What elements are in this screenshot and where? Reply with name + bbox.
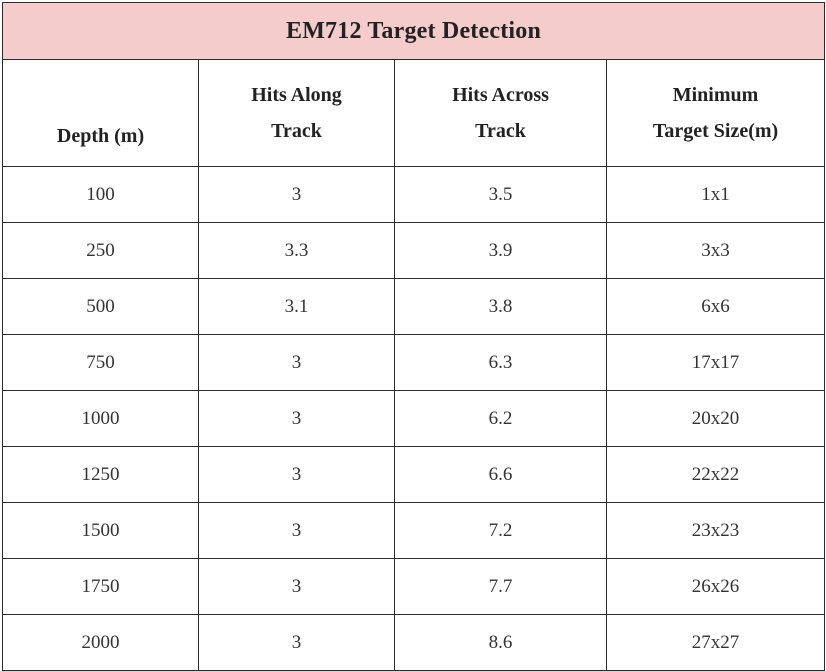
- cell-hits-across: 7.2: [394, 502, 607, 559]
- cell-hits-across: 3.8: [394, 278, 607, 335]
- cell-hits-across: 6.3: [394, 334, 607, 391]
- header-hits-across-line-1: Hits Across: [452, 84, 549, 106]
- cell-hits-across: 6.6: [394, 446, 607, 503]
- table-row: 1000 3 6.2 20x20: [2, 390, 826, 447]
- table-row: 1500 3 7.2 23x23: [2, 502, 826, 559]
- table-row: 1750 3 7.7 26x26: [2, 558, 826, 615]
- table-header-row: Depth (m) Hits Along Track Hits Across T…: [2, 59, 826, 167]
- cell-depth: 750: [2, 334, 199, 391]
- cell-hits-across: 6.2: [394, 390, 607, 447]
- header-hits-across-line-2: Track: [475, 120, 526, 142]
- cell-depth: 500: [2, 278, 199, 335]
- cell-hits-across: 3.9: [394, 222, 607, 279]
- header-depth: Depth (m): [2, 59, 199, 167]
- cell-hits-along: 3: [198, 614, 395, 671]
- cell-hits-along: 3: [198, 390, 395, 447]
- cell-depth: 250: [2, 222, 199, 279]
- header-minimum-target-size: Minimum Target Size(m): [605, 59, 826, 167]
- table-row: 750 3 6.3 17x17: [2, 334, 826, 391]
- table-row: 2000 3 8.6 27x27: [2, 614, 826, 671]
- table-row: 250 3.3 3.9 3x3: [2, 222, 826, 279]
- table-title-row: EM712 Target Detection: [1, 2, 826, 60]
- cell-hits-along: 3: [198, 558, 395, 615]
- cell-hits-along: 3: [198, 166, 395, 223]
- table-title: EM712 Target Detection: [1, 2, 826, 60]
- cell-hits-across: 7.7: [394, 558, 607, 615]
- cell-min-target-size: 26x26: [605, 558, 826, 615]
- cell-min-target-size: 1x1: [605, 166, 826, 223]
- cell-min-target-size: 23x23: [605, 502, 826, 559]
- cell-hits-along: 3.3: [198, 222, 395, 279]
- table-row: 100 3 3.5 1x1: [2, 166, 826, 223]
- header-hits-across-track: Hits Across Track: [394, 59, 607, 167]
- cell-hits-along: 3.1: [198, 278, 395, 335]
- cell-depth: 100: [2, 166, 199, 223]
- cell-depth: 2000: [2, 614, 199, 671]
- cell-depth: 1750: [2, 558, 199, 615]
- cell-min-target-size: 20x20: [605, 390, 826, 447]
- header-min-target-line-1: Minimum: [672, 84, 759, 106]
- cell-min-target-size: 27x27: [605, 614, 826, 671]
- cell-hits-across: 8.6: [394, 614, 607, 671]
- cell-min-target-size: 17x17: [605, 334, 826, 391]
- cell-hits-across: 3.5: [394, 166, 607, 223]
- cell-hits-along: 3: [198, 502, 395, 559]
- cell-hits-along: 3: [198, 334, 395, 391]
- header-hits-along-line-1: Hits Along: [251, 84, 342, 106]
- cell-min-target-size: 3x3: [605, 222, 826, 279]
- cell-depth: 1250: [2, 446, 199, 503]
- cell-depth: 1500: [2, 502, 199, 559]
- cell-depth: 1000: [2, 390, 199, 447]
- header-depth-line-1: Depth (m): [56, 125, 145, 147]
- cell-hits-along: 3: [198, 446, 395, 503]
- table-row: 1250 3 6.6 22x22: [2, 446, 826, 503]
- header-hits-along-line-2: Track: [271, 120, 322, 142]
- cell-min-target-size: 22x22: [605, 446, 826, 503]
- header-hits-along-track: Hits Along Track: [198, 59, 395, 167]
- table-row: 500 3.1 3.8 6x6: [2, 278, 826, 335]
- cell-min-target-size: 6x6: [605, 278, 826, 335]
- header-min-target-line-2: Target Size(m): [652, 120, 779, 142]
